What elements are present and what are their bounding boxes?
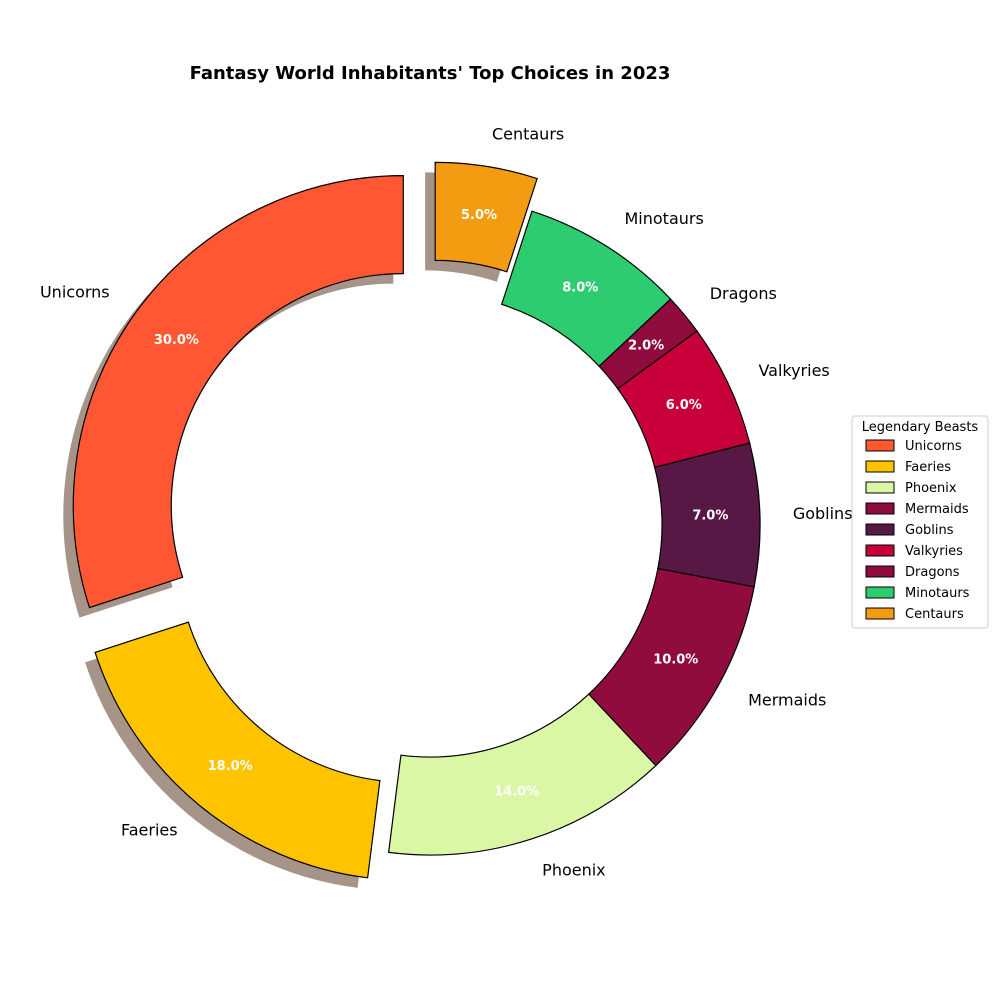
legend: Legendary Beasts Unicorns Faeries Phoenix M… xyxy=(851,415,989,629)
category-label-dragons: Dragons xyxy=(710,284,777,303)
legend-items: Unicorns Faeries Phoenix Mermaids Goblins Val… xyxy=(865,439,970,622)
percent-label-dragons: 2.0% xyxy=(628,339,664,354)
legend-label-dragons: Dragons xyxy=(905,565,960,580)
slice-unicorns xyxy=(72,175,404,609)
legend-label-centaurs: Centaurs xyxy=(905,607,964,622)
legend-label-mermaids: Mermaids xyxy=(905,502,969,517)
legend-title: Legendary Beasts xyxy=(862,420,979,435)
legend-swatch-valkyries xyxy=(865,544,895,557)
slice-centaurs xyxy=(434,161,538,273)
percent-label-valkyries: 6.0% xyxy=(666,398,702,413)
category-label-goblins: Goblins xyxy=(793,504,853,523)
percent-label-unicorns: 30.0% xyxy=(154,333,199,348)
slice-faeries xyxy=(94,621,381,879)
category-label-mermaids: Mermaids xyxy=(748,690,826,709)
percent-label-minotaurs: 8.0% xyxy=(562,281,598,296)
legend-swatch-dragons xyxy=(865,565,895,578)
legend-label-phoenix: Phoenix xyxy=(905,481,957,496)
percent-label-phoenix: 14.0% xyxy=(494,784,539,799)
category-label-centaurs: Centaurs xyxy=(492,124,564,143)
legend-swatch-faeries xyxy=(865,460,895,473)
category-label-valkyries: Valkyries xyxy=(758,361,829,380)
legend-swatch-mermaids xyxy=(865,502,895,515)
percent-label-goblins: 7.0% xyxy=(692,509,728,524)
legend-label-minotaurs: Minotaurs xyxy=(905,586,970,601)
percent-label-mermaids: 10.0% xyxy=(653,653,698,668)
category-label-minotaurs: Minotaurs xyxy=(625,209,704,228)
chart-title: Fantasy World Inhabitants' Top Choices i… xyxy=(190,63,671,84)
legend-label-goblins: Goblins xyxy=(905,523,954,538)
percent-label-faeries: 18.0% xyxy=(208,759,253,774)
percent-labels: 30.0% 18.0% 14.0% 10.0% 7.0% 6.0% 2.0% 8.0% 5.0% xyxy=(154,208,729,799)
legend-label-faeries: Faeries xyxy=(905,460,951,475)
category-label-phoenix: Phoenix xyxy=(542,861,605,880)
legend-swatch-unicorns xyxy=(865,439,895,452)
donut-slices xyxy=(72,161,761,879)
slice-minotaurs xyxy=(500,210,672,368)
legend-swatch-minotaurs xyxy=(865,586,895,599)
category-label-faeries: Faeries xyxy=(121,821,178,840)
percent-label-centaurs: 5.0% xyxy=(461,208,497,223)
legend-label-valkyries: Valkyries xyxy=(905,544,963,559)
category-labels: Unicorns Faeries Phoenix Mermaids Goblins Val… xyxy=(40,124,853,879)
legend-swatch-phoenix xyxy=(865,481,895,494)
legend-swatch-centaurs xyxy=(865,607,895,620)
legend-label-unicorns: Unicorns xyxy=(905,439,962,454)
category-label-unicorns: Unicorns xyxy=(40,283,110,302)
legend-swatch-goblins xyxy=(865,523,895,536)
